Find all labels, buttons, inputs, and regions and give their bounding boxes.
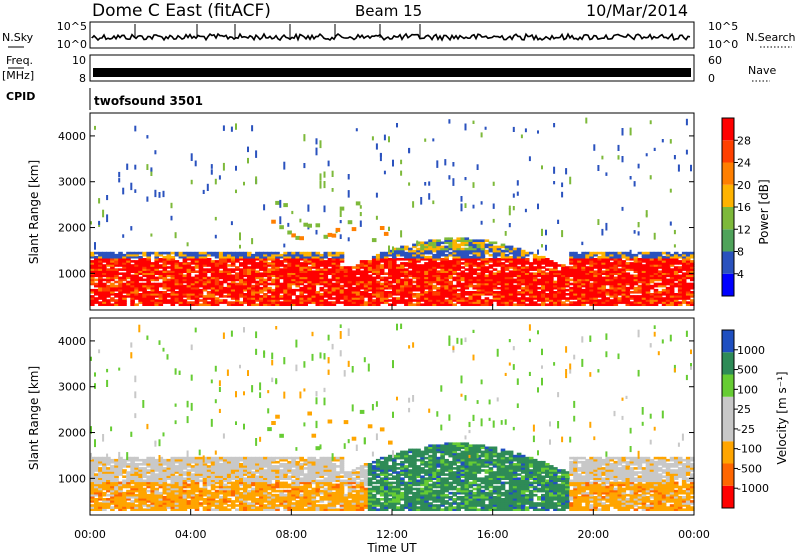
colorbar-tick-label: 24 — [737, 157, 751, 170]
nave-label: Nave — [748, 64, 776, 77]
velocity-colorbar: -1000 -500 -100 -25 25 100 500 1000 — [721, 329, 769, 509]
time-xlabel: Time UT — [366, 541, 417, 554]
cpid-value: twofsound 3501 — [94, 94, 203, 108]
y-tick-label: 4000 — [58, 130, 86, 143]
time-x-axis: 00:00 04:00 08:00 12:00 16:00 20:00 00:00 — [74, 304, 710, 541]
x-tick-label: 08:00 — [275, 528, 307, 541]
date-label: 10/Mar/2014 — [586, 1, 688, 20]
cpid-label: CPID — [6, 90, 35, 103]
colorbar-tick-label: 28 — [737, 134, 751, 147]
velocity-heatmap — [90, 323, 695, 511]
power-heatmap — [90, 117, 695, 306]
colorbar-step — [722, 118, 734, 141]
nave-tick-top: 60 — [708, 54, 722, 67]
y-tick-label: 2000 — [58, 427, 86, 440]
colorbar-tick-label: -25 — [737, 423, 755, 436]
nsky-trace — [91, 24, 691, 42]
power-ylabel: Slant Range [km] — [27, 160, 41, 264]
y-tick-label: 3000 — [58, 176, 86, 189]
colorbar-tick-label: -1000 — [737, 482, 769, 495]
nsearch-tick-top: 10^5 — [708, 20, 738, 33]
y-tick-label: 1000 — [58, 472, 86, 485]
freq-trace — [93, 68, 691, 77]
colorbar-tick-label: 25 — [737, 403, 751, 416]
colorbar-step — [722, 273, 734, 296]
nsearch-label: N.Search — [746, 31, 796, 44]
colorbar-tick-label: 16 — [737, 201, 751, 214]
colorbar-tick-label: 20 — [737, 179, 751, 192]
colorbar-step — [722, 330, 734, 353]
colorbar-frame — [721, 329, 735, 509]
colorbar-step — [722, 374, 734, 397]
nsky-tick-bottom: 10^0 — [57, 38, 87, 51]
colorbar-step — [722, 140, 734, 163]
x-tick-label: 20:00 — [577, 528, 609, 541]
plot-title: Dome C East (fitACF) — [92, 1, 271, 21]
power-y-axis: 1000 2000 3000 4000 — [58, 130, 694, 280]
x-tick-label: 04:00 — [175, 528, 207, 541]
nsky-panel: N.Sky 10^5 10^0 10^5 10^0 N.Search — [2, 20, 796, 51]
velocity-y-axis: 1000 2000 3000 4000 — [58, 335, 694, 485]
colorbar-step — [722, 485, 734, 508]
colorbar-tick-label: 500 — [737, 364, 758, 377]
y-tick-label: 4000 — [58, 335, 86, 348]
power-colorbar: 4 8 12 16 20 24 28 — [721, 117, 751, 297]
power-panel: 1000 2000 3000 4000 Slant Range [km] 4 8 12 16… — [27, 112, 771, 311]
colorbar-tick-label: 12 — [737, 223, 751, 236]
y-tick-label: 1000 — [58, 267, 86, 280]
nsearch-tick-bottom: 10^0 — [708, 38, 738, 51]
x-tick-label: 12:00 — [376, 528, 408, 541]
freq-panel: Freq. [MHz] 10 8 60 0 Nave — [2, 54, 776, 85]
colorbar-step — [722, 162, 734, 185]
colorbar-step — [722, 251, 734, 274]
colorbar-tick-label: 1000 — [737, 344, 765, 357]
nsky-label: N.Sky — [2, 31, 34, 44]
colorbar-step — [722, 207, 734, 230]
colorbar-tick-label: -100 — [737, 443, 762, 456]
velocity-ylabel: Slant Range [km] — [27, 366, 41, 470]
x-tick-label: 16:00 — [477, 528, 509, 541]
colorbar-tick-label: 4 — [737, 268, 744, 281]
colorbar-step — [722, 396, 734, 419]
freq-unit: [MHz] — [2, 69, 34, 82]
freq-tick-top: 10 — [72, 54, 86, 67]
nave-tick-bottom: 0 — [708, 72, 715, 85]
x-tick-label: 00:00 — [678, 528, 710, 541]
x-tick-label: 00:00 — [74, 528, 106, 541]
colorbar-tick-label: 100 — [737, 383, 758, 396]
colorbar-tick-label: -500 — [737, 462, 762, 475]
velocity-colorbar-label: Velocity [m s⁻¹] — [775, 371, 789, 464]
nsky-tick-top: 10^5 — [57, 20, 87, 33]
colorbar-step — [722, 229, 734, 252]
colorbar-step — [722, 441, 734, 464]
freq-tick-bottom: 8 — [79, 72, 86, 85]
colorbar-step — [722, 463, 734, 486]
y-tick-label: 3000 — [58, 381, 86, 394]
y-tick-label: 2000 — [58, 222, 86, 235]
colorbar-step — [722, 419, 734, 442]
colorbar-step — [722, 352, 734, 375]
freq-label: Freq. — [6, 54, 33, 67]
colorbar-step — [722, 184, 734, 207]
beam-label: Beam 15 — [355, 2, 422, 20]
power-colorbar-label: Power [dB] — [757, 179, 771, 244]
nsky-noise-line — [91, 32, 691, 42]
colorbar-tick-label: 8 — [737, 246, 744, 259]
